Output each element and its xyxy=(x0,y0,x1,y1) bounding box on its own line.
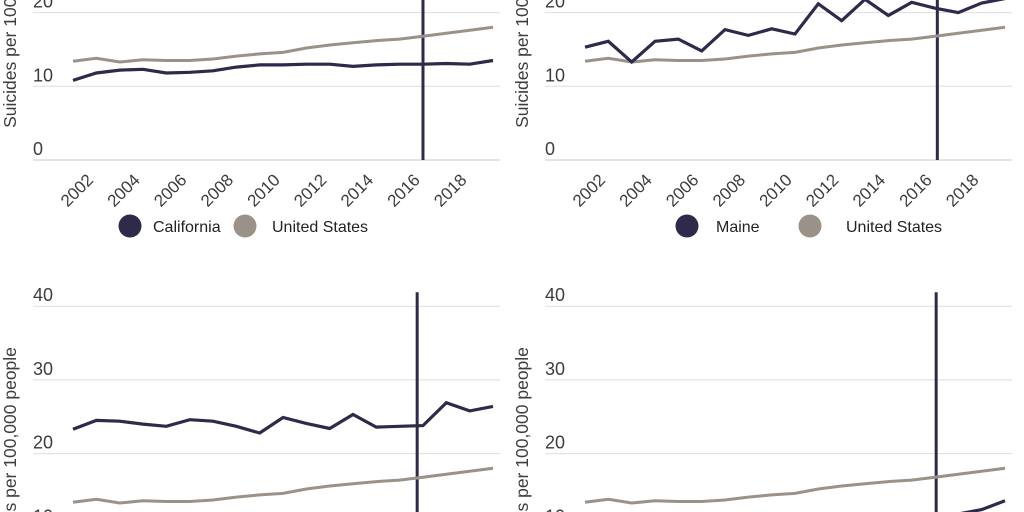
x-tick-label: 2018 xyxy=(942,170,982,210)
y-tick-label: 40 xyxy=(545,285,565,305)
x-tick-label: 2002 xyxy=(569,170,609,210)
y-tick-label: 10 xyxy=(545,65,565,85)
x-tick-label: 2018 xyxy=(430,170,470,210)
x-tick-label: 2012 xyxy=(802,170,842,210)
x-tick-label: 2010 xyxy=(756,170,796,210)
y-tick-label: 40 xyxy=(33,285,53,305)
united-states-line xyxy=(584,466,1006,505)
legend: California United States xyxy=(118,214,368,238)
y-tick-label: 20 xyxy=(33,0,53,12)
legend-dot xyxy=(675,214,699,238)
legend-dot xyxy=(233,214,257,238)
x-tick-label: 2012 xyxy=(290,170,330,210)
x-tick-label: 2008 xyxy=(197,170,237,210)
x-tick-label: 2016 xyxy=(384,170,424,210)
x-tick-label: 2002 xyxy=(57,170,97,210)
y-axis-title: Suicides per 100,000 people xyxy=(0,347,20,512)
united-states-line xyxy=(72,466,494,505)
legend-label: Maine xyxy=(716,219,760,236)
y-tick-label: 10 xyxy=(545,506,565,512)
y-tick-label: 10 xyxy=(33,65,53,85)
x-tick-label: 2014 xyxy=(337,170,377,210)
x-tick-label: 2014 xyxy=(849,170,889,210)
x-tick-label: 2004 xyxy=(616,170,656,210)
x-tick-label: 2010 xyxy=(244,170,284,210)
y-axis-title: Suicides per 100,000 people xyxy=(0,0,20,128)
y-tick-label: 20 xyxy=(33,433,53,453)
panel-top-left: 010203040Suicides per 100,000 people2002… xyxy=(0,0,500,238)
y-tick-label: 0 xyxy=(33,139,43,159)
y-tick-label: 30 xyxy=(33,359,53,379)
legend-dot xyxy=(798,214,822,238)
legend-label: United States xyxy=(846,219,942,236)
y-axis-title: Suicides per 100,000 people xyxy=(512,347,532,512)
x-tick-label: 2016 xyxy=(896,170,936,210)
maine-line xyxy=(584,0,1006,65)
x-tick-label: 2008 xyxy=(709,170,749,210)
y-tick-label: 10 xyxy=(33,506,53,512)
y-tick-label: 30 xyxy=(545,359,565,379)
panel-top-right: 010203040Suicides per 100,000 people2002… xyxy=(512,0,1012,238)
x-tick-label: 2004 xyxy=(104,170,144,210)
panel-bottom-left: 010203040Suicides per 100,000 people2002… xyxy=(0,285,500,512)
x-tick-label: 2006 xyxy=(662,170,702,210)
y-tick-label: 20 xyxy=(545,433,565,453)
legend: Maine United States xyxy=(675,214,942,238)
legend-label: California xyxy=(153,219,221,236)
y-tick-label: 20 xyxy=(545,0,565,12)
legend-dot xyxy=(118,214,142,238)
california-line xyxy=(72,58,494,82)
state-line xyxy=(72,400,494,435)
united-states-line xyxy=(72,25,494,64)
y-axis-title: Suicides per 100,000 people xyxy=(512,0,532,128)
x-tick-label: 2006 xyxy=(150,170,190,210)
y-tick-label: 0 xyxy=(545,139,555,159)
panel-bottom-right: 010203040Suicides per 100,000 people2002… xyxy=(512,285,1012,512)
united-states-line xyxy=(584,25,1006,64)
legend-label: United States xyxy=(272,219,368,236)
